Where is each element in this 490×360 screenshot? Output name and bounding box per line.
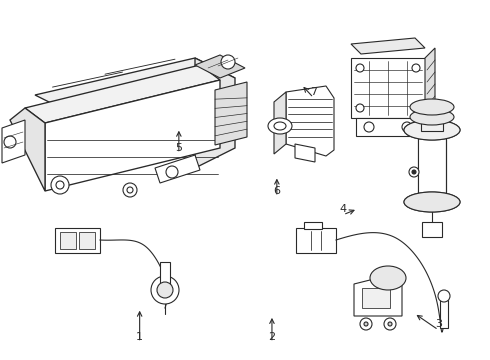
Polygon shape	[274, 92, 286, 154]
Ellipse shape	[410, 99, 454, 115]
Polygon shape	[25, 65, 220, 123]
Polygon shape	[356, 118, 420, 136]
Circle shape	[166, 166, 178, 178]
Bar	[351, 58, 426, 118]
Polygon shape	[195, 55, 245, 78]
Polygon shape	[10, 108, 45, 191]
Circle shape	[409, 167, 419, 177]
Circle shape	[157, 282, 173, 298]
Circle shape	[364, 122, 374, 132]
Text: 4: 4	[340, 204, 346, 214]
Circle shape	[4, 136, 16, 148]
Circle shape	[123, 183, 137, 197]
Text: 6: 6	[273, 186, 280, 196]
Polygon shape	[2, 120, 25, 163]
Circle shape	[151, 276, 179, 304]
Circle shape	[402, 122, 412, 132]
Bar	[422, 222, 442, 237]
Bar	[419, 131, 445, 201]
Circle shape	[56, 181, 64, 189]
Circle shape	[364, 322, 368, 326]
Ellipse shape	[404, 192, 460, 212]
Bar	[362, 288, 390, 308]
Bar	[160, 262, 170, 290]
Circle shape	[51, 176, 69, 194]
Circle shape	[388, 322, 392, 326]
Ellipse shape	[268, 118, 292, 134]
Ellipse shape	[404, 120, 460, 140]
Polygon shape	[295, 144, 315, 162]
Circle shape	[221, 55, 235, 69]
Text: 7: 7	[310, 87, 317, 97]
Bar	[296, 228, 336, 253]
Polygon shape	[286, 86, 334, 156]
Circle shape	[360, 318, 372, 330]
Circle shape	[438, 290, 450, 302]
Polygon shape	[45, 80, 220, 191]
Circle shape	[412, 104, 420, 112]
Circle shape	[356, 104, 364, 112]
Ellipse shape	[274, 122, 286, 130]
Text: 1: 1	[136, 332, 143, 342]
Ellipse shape	[404, 192, 460, 212]
Polygon shape	[354, 274, 402, 316]
Ellipse shape	[410, 109, 454, 125]
Polygon shape	[35, 58, 235, 115]
Bar	[440, 300, 448, 328]
Text: 3: 3	[435, 319, 442, 329]
Polygon shape	[425, 48, 435, 118]
Circle shape	[127, 187, 133, 193]
Circle shape	[412, 64, 420, 72]
Polygon shape	[215, 82, 247, 145]
Polygon shape	[155, 155, 200, 183]
Bar	[60, 232, 76, 249]
Ellipse shape	[404, 120, 460, 140]
Ellipse shape	[370, 266, 406, 290]
Bar	[304, 222, 322, 229]
Polygon shape	[195, 58, 235, 168]
Circle shape	[384, 318, 396, 330]
Bar	[421, 107, 443, 131]
Text: 5: 5	[175, 143, 182, 153]
Bar	[418, 130, 446, 202]
Circle shape	[356, 64, 364, 72]
Circle shape	[412, 170, 416, 174]
Bar	[79, 232, 95, 249]
Polygon shape	[351, 38, 425, 54]
Polygon shape	[55, 228, 100, 253]
Text: 2: 2	[269, 332, 275, 342]
